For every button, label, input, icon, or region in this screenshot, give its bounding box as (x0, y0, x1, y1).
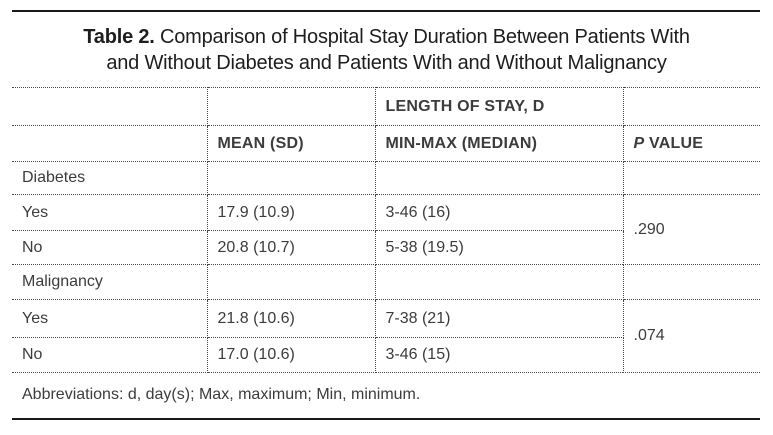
header-row-group: LENGTH OF STAY, D (12, 87, 760, 126)
table-title-line2: and Without Diabetes and Patients With a… (106, 52, 667, 74)
table-row-malignancy-category: Malignancy (12, 264, 760, 300)
cell-diabetes-category: Diabetes (12, 161, 208, 195)
cell-diabetes-empty-2 (374, 161, 624, 195)
cell-malignancy-p-value: .074 (622, 299, 760, 373)
cell-diabetes-no-minmax: 5-38 (19.5) (374, 230, 623, 265)
table-title: Table 2. Comparison of Hospital Stay Dur… (10, 24, 763, 76)
cell-malignancy-yes-mean: 21.8 (10.6) (206, 299, 376, 338)
table-title-line1: Table 2. Comparison of Hospital Stay Dur… (10, 24, 763, 50)
table-row-malignancy-yes: Yes 21.8 (10.6) 7-38 (21) .074 (12, 299, 760, 373)
cell-diabetes-empty-1 (206, 161, 376, 195)
cell-diabetes-yes-mean: 17.9 (10.9) (206, 194, 376, 231)
cell-malignancy-empty-2 (374, 264, 624, 300)
cell-malignancy-yes-minmax: 7-38 (21) (374, 299, 624, 338)
cell-diabetes-no-label: No (12, 230, 208, 265)
bottom-rule (12, 417, 760, 420)
header-length-of-stay: LENGTH OF STAY, D (374, 87, 624, 126)
table-row-diabetes-yes: Yes 17.9 (10.9) 3-46 (16) .290 (12, 194, 760, 265)
header-empty-1 (12, 87, 208, 126)
table-row-malignancy-no: No 17.0 (10.6) 3-46 (15) (12, 337, 760, 373)
p-value-italic-p: P (633, 134, 645, 152)
p-value-rest: VALUE (649, 134, 704, 152)
cell-malignancy-yes-label: Yes (12, 299, 208, 338)
cell-malignancy-empty-1 (206, 264, 376, 300)
top-rule (12, 10, 760, 12)
cell-diabetes-p-value: .290 (622, 194, 760, 265)
cell-diabetes-yes-label: Yes (12, 194, 208, 231)
cell-malignancy-empty-3 (622, 264, 760, 300)
header-empty-4 (12, 125, 208, 162)
table-number-label: Table 2. (83, 26, 155, 48)
header-mean-sd: MEAN (SD) (206, 125, 376, 162)
header-min-max-median: MIN-MAX (MEDIAN) (374, 125, 624, 162)
cell-malignancy-no-label: No (12, 337, 208, 373)
table-row-diabetes-no: No 20.8 (10.7) 5-38 (19.5) (12, 230, 760, 265)
header-row-columns: MEAN (SD) MIN-MAX (MEDIAN) P VALUE (12, 125, 760, 162)
abbreviations-footnote: Abbreviations: d, day(s); Max, maximum; … (12, 372, 760, 418)
cell-malignancy-category: Malignancy (12, 264, 208, 300)
header-empty-3 (622, 87, 760, 126)
header-p-value: P VALUE (622, 125, 760, 162)
header-empty-2 (206, 87, 376, 126)
table-title-text: Comparison of Hospital Stay Duration Bet… (154, 26, 690, 48)
table-row-diabetes-category: Diabetes (12, 161, 760, 195)
stay-duration-table: LENGTH OF STAY, D MEAN (SD) MIN-MAX (MED… (12, 87, 760, 418)
cell-malignancy-no-mean: 17.0 (10.6) (206, 337, 376, 373)
cell-diabetes-yes-minmax: 3-46 (16) (374, 194, 624, 231)
cell-malignancy-no-minmax: 3-46 (15) (374, 337, 623, 373)
table-row-footnote: Abbreviations: d, day(s); Max, maximum; … (12, 372, 760, 418)
cell-diabetes-empty-3 (622, 161, 760, 195)
cell-diabetes-no-mean: 20.8 (10.7) (206, 230, 376, 265)
